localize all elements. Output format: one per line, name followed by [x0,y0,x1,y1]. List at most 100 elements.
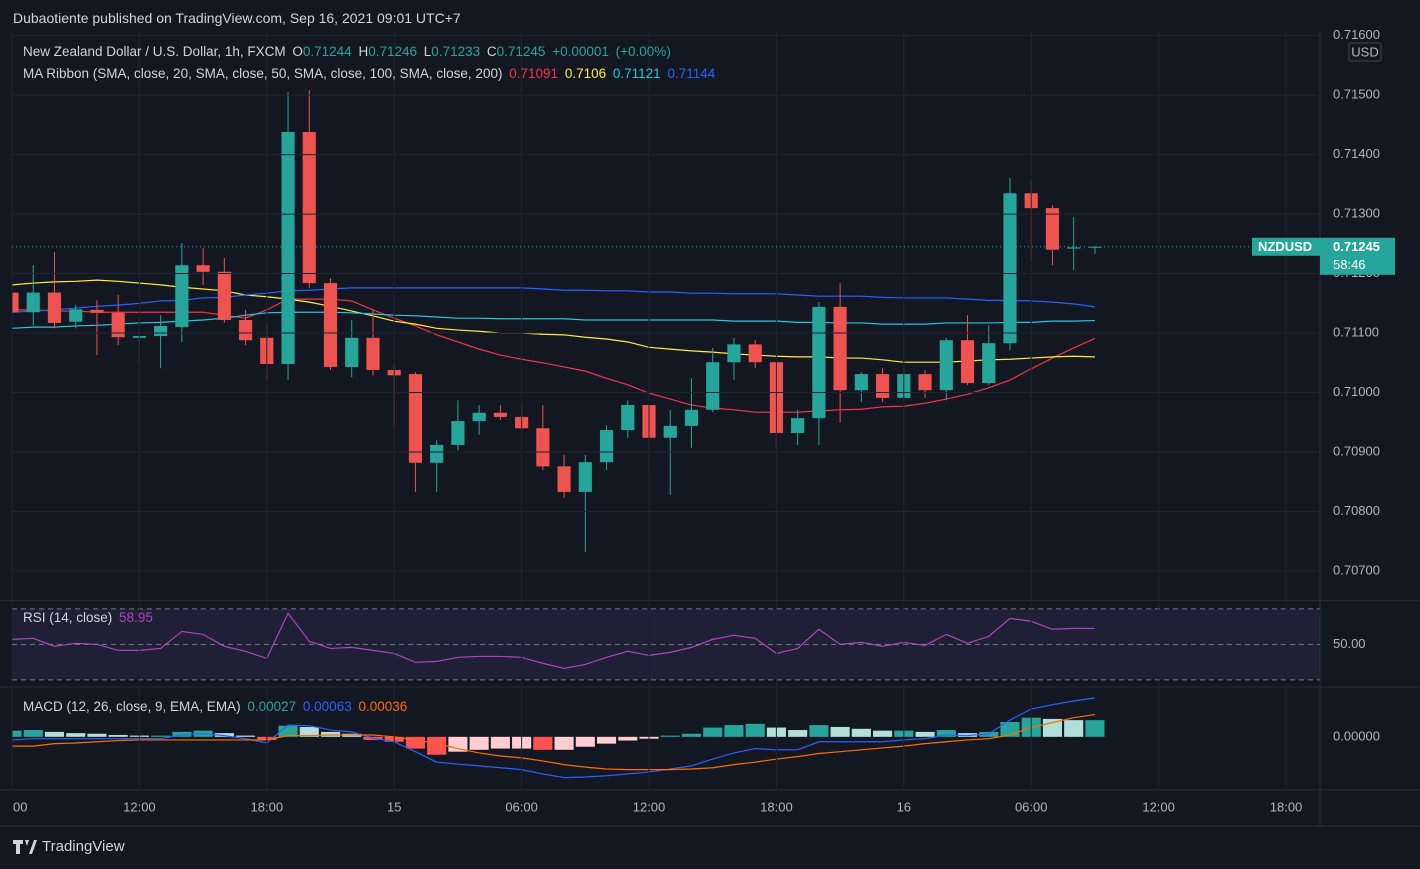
moving-average [12,298,1096,413]
ohlc-value: 0.71233 [431,44,481,59]
histogram-bar [427,736,447,755]
ohlc-label: C [486,44,497,59]
indicator-title: RSI (14, close) [23,610,113,625]
ohlc-label: H [358,44,369,59]
candle-body [238,319,253,341]
candle-body [281,131,295,364]
symbol-badge [1252,237,1320,256]
histogram-bar [660,735,680,737]
x-tick-label: 16 [897,799,911,814]
candle-body [939,340,953,391]
symbol-label: NZDUSD [1258,239,1312,254]
histogram-bar [533,736,553,750]
candle-body [69,309,83,322]
histogram-bar [87,733,107,737]
histogram-bar [469,736,489,750]
change-percent: (+0.00%) [615,44,671,59]
candle-body [706,362,720,410]
ohlc-value: 0.71246 [368,44,418,59]
candle-body [12,292,19,313]
histogram-bar [172,731,192,737]
candle-body [345,337,359,367]
y-tick-label: 0.71600 [1333,27,1380,42]
ohlc-label: O [292,44,303,59]
rsi-value: 58.95 [119,610,153,625]
histogram-bar [23,730,43,737]
histogram-bar [66,733,86,737]
brand-name: TradingView [42,838,125,855]
x-tick-label: 06:00 [505,799,538,814]
ma-value: 0.71144 [667,66,716,81]
histogram-bar [788,730,808,737]
candle-body [854,374,868,391]
candle-body [918,374,932,391]
histogram-bar [809,725,829,737]
moving-average [12,287,1096,313]
candle-body [684,409,699,426]
candle-body [430,444,444,463]
candle-body [876,374,890,398]
candle-body [1003,193,1017,344]
candle-body [982,343,996,384]
histogram-bar [915,731,935,737]
candle-body [472,412,486,422]
y-tick-label: 0.71500 [1333,87,1380,102]
histogram-bar [12,730,22,737]
candle-body [408,374,423,463]
candle-body [960,340,975,384]
ohlc-value: 0.71245 [496,44,546,59]
indicator-title: MA Ribbon (SMA, close, 20, SMA, close, 5… [23,66,503,81]
y-tick-label: 0.71300 [1333,206,1380,221]
histogram-value: 0.00027 [247,699,297,714]
macd-legend: MACD (12, 26, close, 9, EMA, EMA) 0.0002… [23,699,410,714]
y-tick-label: 0.71000 [1333,384,1380,399]
x-tick-label: 12:00 [123,799,156,814]
candle-body [663,425,677,438]
price-legend: New Zealand Dollar / U.S. Dollar, 1h, FX… [23,44,674,59]
y-tick-label: 0.70700 [1333,562,1380,577]
candle-body [1088,246,1102,248]
histogram-bar [957,733,978,737]
candle-body [302,131,316,284]
y-tick-label: 50.00 [1333,636,1366,651]
histogram-bar [299,726,319,737]
histogram-bar [681,733,702,737]
histogram-bar [236,735,256,737]
candle-body [578,462,592,492]
histogram-bar [745,723,765,737]
y-tick-label: 0.70900 [1333,443,1380,458]
candle-body [812,306,826,419]
ma-value: 0.7106 [564,66,607,81]
histogram-bar [1085,720,1105,737]
candle-body [748,344,762,363]
histogram-bar [44,731,65,737]
histogram-bar [851,728,871,737]
currency-box [1348,42,1382,62]
ohlc-label: L [423,44,432,59]
candle-body [727,344,741,363]
x-tick-label: 18:00 [251,799,284,814]
y-tick-label: 0.00000 [1333,728,1380,743]
price-badge [1320,237,1395,275]
candle-body [599,430,614,463]
histogram-bar [554,736,574,750]
histogram-bar [575,736,595,747]
countdown: 58:46 [1333,257,1366,272]
y-tick-label: 0.71400 [1333,146,1380,161]
x-tick-label: 12:00 [1142,799,1175,814]
histogram-bar [703,727,723,737]
last-price-label: 0.71245 [1333,239,1380,254]
candle-body [217,271,231,320]
histogram-bar [278,725,298,737]
candle-body [557,466,571,492]
candle-body [1067,247,1081,249]
candle-body [175,265,189,328]
signal-value: 0.00036 [358,699,408,714]
ma-legend: MA Ribbon (SMA, close, 20, SMA, close, 5… [23,66,718,81]
symbol-title: New Zealand Dollar / U.S. Dollar, 1h, FX… [23,44,286,59]
indicator-title: MACD (12, 26, close, 9, EMA, EMA) [23,699,241,714]
x-tick-label: 00 [13,799,27,814]
histogram-bar [108,734,128,737]
histogram-bar [618,736,638,741]
